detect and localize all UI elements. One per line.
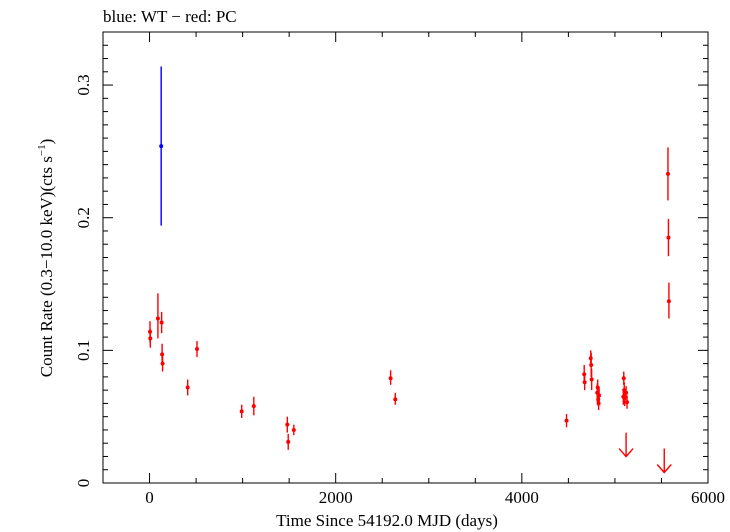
x-axis: 0 2000 4000 6000 — [102, 32, 725, 507]
data-point — [160, 361, 165, 366]
x-tick-label: 6000 — [691, 488, 725, 507]
y-axis-label-exponent: −1 — [36, 144, 48, 156]
data-point — [285, 422, 290, 427]
data-point — [291, 427, 296, 432]
data-point — [148, 336, 153, 341]
data-point — [589, 362, 594, 367]
upper-limit-arrow — [618, 432, 634, 458]
data-point — [564, 418, 569, 423]
x-tick-label: 4000 — [505, 488, 539, 507]
y-axis-label-main: Count Rate (0.3−10.0 keV)(cts s — [37, 156, 56, 377]
data-point — [155, 316, 160, 321]
data-point — [251, 404, 256, 409]
data-point — [286, 439, 291, 444]
data-point — [185, 385, 190, 390]
data-point — [666, 299, 671, 304]
y-axis: 0 0.1 0.2 0.3 — [74, 31, 708, 488]
data-point — [589, 377, 594, 382]
y-tick-label: 0 — [74, 479, 93, 488]
chart-title: blue: WT − red: PC — [103, 7, 237, 26]
y-axis-label: Count Rate (0.3−10.0 keV)(cts s−1) — [36, 139, 56, 378]
data-point — [239, 409, 244, 414]
data-point — [388, 376, 393, 381]
y-tick-label: 0.3 — [74, 74, 93, 95]
data-point — [195, 347, 200, 352]
y-tick-label: 0.2 — [74, 207, 93, 228]
plot-frame — [102, 31, 709, 484]
data-point — [597, 393, 602, 398]
data-point — [625, 400, 630, 405]
data-points — [148, 66, 672, 474]
data-point — [159, 144, 164, 149]
upper-limit-arrow — [656, 448, 672, 474]
data-point — [666, 235, 671, 240]
data-point — [393, 397, 398, 402]
x-tick-label: 0 — [145, 488, 154, 507]
data-point — [621, 376, 626, 381]
data-point — [159, 320, 164, 325]
data-point — [624, 390, 629, 395]
data-point — [665, 171, 670, 176]
y-axis-label-close: ) — [37, 139, 56, 145]
x-axis-label: Time Since 54192.0 MJD (days) — [276, 511, 498, 530]
data-point — [582, 380, 587, 385]
x-tick-label: 2000 — [319, 488, 353, 507]
data-point — [160, 352, 165, 357]
y-tick-label: 0.1 — [74, 340, 93, 361]
